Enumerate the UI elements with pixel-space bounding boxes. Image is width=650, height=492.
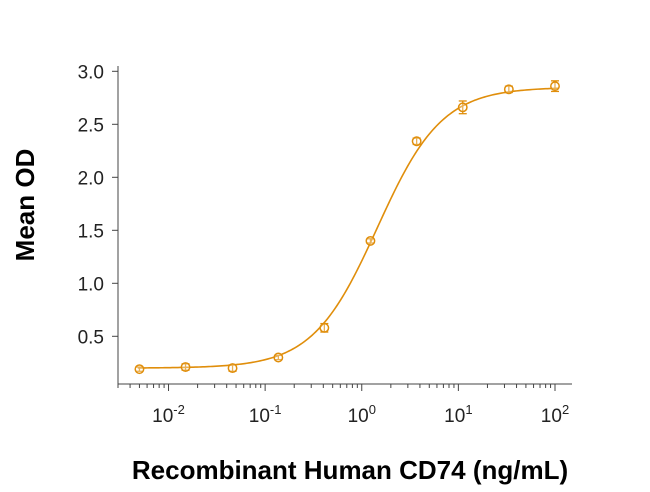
data-point bbox=[365, 235, 376, 246]
tick-labels: 0.5 1.0 1.5 2.0 2.5 3.0 10-2 10-1 100 101 102 bbox=[78, 62, 570, 427]
fit-curve-layer bbox=[137, 87, 560, 369]
y-tick-label: 2.5 bbox=[78, 115, 104, 136]
y-tick-label: 1.0 bbox=[78, 274, 104, 295]
fit-curve bbox=[137, 87, 560, 369]
data-point bbox=[180, 362, 191, 372]
data-point bbox=[503, 84, 514, 95]
x-axis-title: Recombinant Human CD74 (ng/mL) bbox=[132, 455, 568, 485]
data-point bbox=[319, 322, 330, 333]
data-point bbox=[550, 81, 560, 92]
data-point bbox=[134, 364, 145, 375]
x-tick-label: 10-1 bbox=[249, 402, 282, 427]
x-tick-label: 101 bbox=[444, 402, 472, 427]
data-point bbox=[227, 363, 238, 374]
x-tick-label: 100 bbox=[348, 402, 376, 427]
x-tick-label: 10-2 bbox=[152, 402, 185, 427]
y-tick-label: 1.5 bbox=[78, 221, 104, 242]
y-tick-label: 3.0 bbox=[78, 62, 104, 83]
data-point bbox=[457, 102, 468, 113]
y-tick-label: 0.5 bbox=[78, 327, 104, 348]
data-point bbox=[273, 352, 284, 363]
y-tick-label: 2.0 bbox=[78, 168, 104, 189]
x-tick-label: 102 bbox=[541, 402, 569, 427]
y-axis-title: Mean OD bbox=[10, 149, 40, 262]
data-points-layer bbox=[134, 80, 560, 375]
data-point bbox=[411, 136, 422, 147]
axes bbox=[112, 66, 572, 391]
